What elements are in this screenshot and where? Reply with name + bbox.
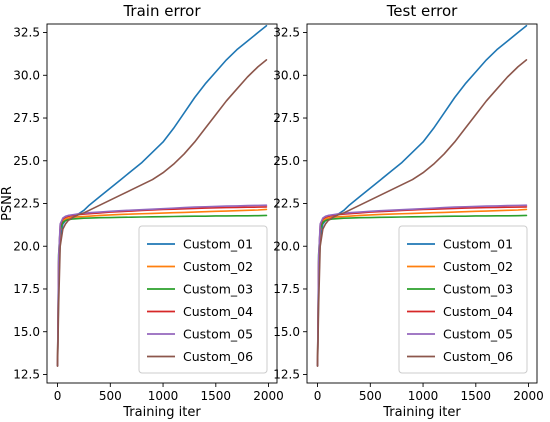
x-tick-label: 1000 (148, 389, 179, 403)
legend-entry-label: Custom_01 (443, 237, 513, 252)
y-tick-label: 25.0 (13, 154, 40, 168)
series-line-custom-06 (56, 59, 268, 367)
y-tick-label: 22.5 (13, 197, 40, 211)
chart-title: Train error (122, 2, 201, 20)
legend-box (398, 225, 528, 374)
legend-entry-label: Custom_05 (443, 327, 513, 342)
x-tick-label: 1500 (461, 389, 492, 403)
y-axis-label: PSNR (0, 186, 15, 221)
series-line-custom-02 (56, 208, 268, 367)
chart-panel-2: 0 500 1000 1500 2000 12.5 15.0 17.5 20.0 22.5 25.0… (273, 2, 544, 420)
y-tick-label: 20.0 (13, 239, 40, 253)
x-axis-label: Training iter (122, 405, 201, 420)
x-tick-label: 0 (54, 389, 62, 403)
series-line-custom-06 (316, 59, 528, 367)
legend-box (138, 225, 268, 374)
y-tick-label: 12.5 (273, 368, 300, 382)
y-tick-label: 22.5 (273, 197, 300, 211)
y-tick-label: 27.5 (13, 111, 40, 125)
legend-entry-label: Custom_06 (183, 349, 253, 364)
x-axis-label: Training iter (382, 405, 461, 420)
y-tick-label: 27.5 (273, 111, 300, 125)
legend-entry-label: Custom_05 (183, 327, 253, 342)
legend-entry-label: Custom_03 (443, 282, 513, 297)
series-line-custom-03 (316, 214, 528, 367)
x-tick-label: 2000 (513, 389, 544, 403)
y-tick-label: 30.0 (273, 68, 300, 82)
legend: Custom_01 Custom_02 Custom_03 Custom_04 Cust… (398, 225, 528, 374)
x-tick-label: 500 (359, 389, 382, 403)
series-line-custom-05 (56, 204, 268, 367)
y-tick-label: 15.0 (13, 325, 40, 339)
legend-entry-label: Custom_02 (443, 259, 513, 274)
x-tick-label: 1000 (408, 389, 439, 403)
y-tick-label: 17.5 (273, 282, 300, 296)
y-tick-label: 12.5 (13, 368, 40, 382)
series-lines (316, 24, 528, 367)
y-tick-label: 15.0 (273, 325, 300, 339)
x-tick-label: 2000 (253, 389, 284, 403)
legend-entry-label: Custom_04 (183, 304, 253, 319)
y-tick-label: 30.0 (13, 68, 40, 82)
x-tick-label: 500 (99, 389, 122, 403)
y-tick-label: 32.5 (13, 26, 40, 40)
y-tick-label: 32.5 (273, 26, 300, 40)
y-tick-label: 25.0 (273, 154, 300, 168)
series-lines (56, 24, 268, 367)
legend-entry-label: Custom_02 (183, 259, 253, 274)
legend-entry-label: Custom_04 (443, 304, 513, 319)
series-line-custom-04 (56, 206, 268, 367)
series-line-custom-02 (316, 208, 528, 367)
legend-entry-label: Custom_06 (443, 349, 513, 364)
legend: Custom_01 Custom_02 Custom_03 Custom_04 Cust… (138, 225, 268, 374)
series-line-custom-05 (316, 204, 528, 367)
series-line-custom-04 (316, 206, 528, 367)
y-tick-label: 20.0 (273, 239, 300, 253)
legend-entry-label: Custom_01 (183, 237, 253, 252)
y-tick-label: 17.5 (13, 282, 40, 296)
chart-panel-1: 0 500 1000 1500 2000 12.5 15.0 17.5 20.0 22.5 25.0… (0, 2, 284, 420)
x-tick-label: 1500 (201, 389, 232, 403)
series-line-custom-03 (56, 214, 268, 367)
legend-entry-label: Custom_03 (183, 282, 253, 297)
chart-title: Test error (386, 2, 458, 20)
x-tick-label: 0 (314, 389, 322, 403)
